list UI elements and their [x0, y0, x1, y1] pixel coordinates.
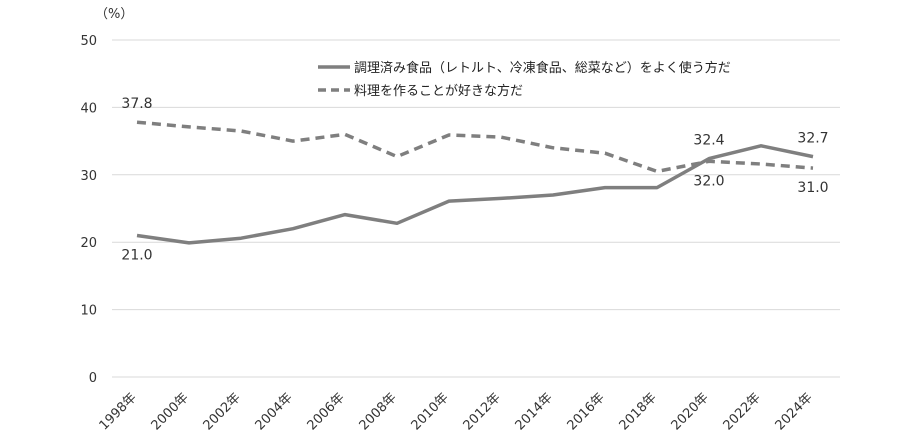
data-labels: 21.0 32.4 32.7 37.8 32.0 31.0 [121, 96, 828, 263]
data-label: 31.0 [797, 180, 828, 196]
x-tick-label: 1998年 [97, 390, 140, 433]
x-tick-label: 2010年 [409, 390, 452, 433]
legend: 調理済み食品（レトルト、冷凍食品、総菜など）をよく使う方だ 料理を作ることが好き… [318, 60, 731, 99]
legend-label-series-1: 調理済み食品（レトルト、冷凍食品、総菜など）をよく使う方だ [354, 60, 731, 76]
x-tick-label: 2000年 [149, 390, 192, 433]
y-axis-ticks: 0 10 20 30 40 50 [80, 34, 97, 386]
y-tick-label: 20 [80, 236, 97, 251]
data-label: 32.4 [693, 133, 724, 149]
series-line-1 [136, 144, 814, 245]
y-tick-label: 30 [80, 169, 97, 184]
x-tick-label: 2012年 [461, 390, 504, 433]
x-tick-label: 2018年 [617, 390, 660, 433]
data-label: 32.0 [693, 173, 724, 189]
x-tick-label: 2004年 [253, 390, 296, 433]
data-label: 37.8 [121, 96, 152, 112]
x-tick-label: 2008年 [357, 390, 400, 433]
y-tick-label: 10 [80, 304, 97, 319]
x-axis-ticks: 1998年 2000年 2002年 2004年 2006年 2008年 2010年 2012年… [97, 390, 816, 433]
data-label: 21.0 [121, 247, 152, 263]
series-line-2 [136, 120, 814, 174]
x-tick-label: 2022年 [721, 390, 764, 433]
x-tick-label: 2014年 [513, 390, 556, 433]
legend-label-series-2: 料理を作ることが好きな方だ [354, 83, 523, 99]
y-tick-label: 0 [89, 371, 97, 386]
gridlines [112, 39, 840, 378]
x-tick-label: 2002年 [201, 390, 244, 433]
x-tick-label: 2006年 [305, 390, 348, 433]
y-tick-label: 50 [80, 34, 97, 49]
x-tick-label: 2016年 [565, 390, 608, 433]
x-tick-label: 2020年 [669, 390, 712, 433]
y-tick-label: 40 [80, 101, 97, 116]
series-lines [136, 120, 814, 245]
y-axis-unit-label: （%） [95, 7, 133, 22]
data-label: 32.7 [797, 131, 828, 147]
x-tick-label: 2024年 [773, 390, 816, 433]
